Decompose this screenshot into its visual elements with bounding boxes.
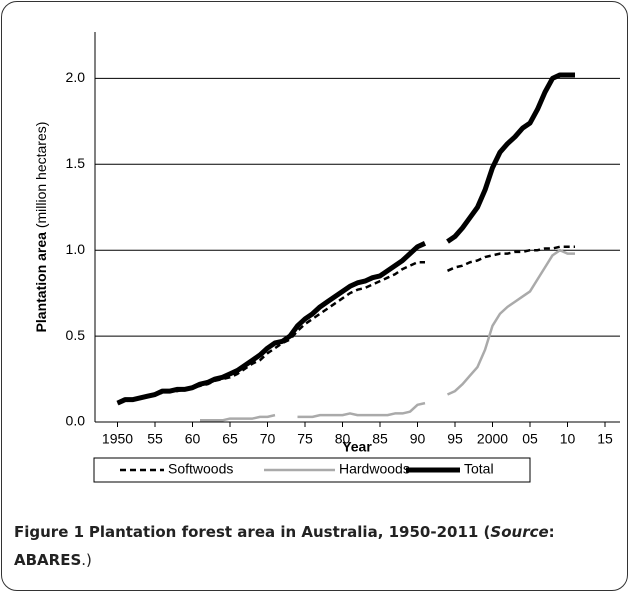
y-tick-label: 1.0 [66,241,86,257]
x-tick-label: 15 [597,431,613,447]
x-axis-label: Year [342,439,372,455]
x-tick-label: 95 [447,431,463,447]
caption-text: Plantation forest area in Australia, 195… [88,523,491,541]
y-axis-label: Plantation area (million hectares) [33,122,49,333]
x-tick-label: 85 [372,431,388,447]
series-line [117,245,575,405]
series-line [116,72,575,406]
x-tick-label: 2000 [477,431,508,447]
caption-label: Figure 1 [14,523,85,541]
y-tick-label: 0.0 [66,413,86,429]
caption-colon: : [548,523,555,541]
x-tick-label: 60 [185,431,201,447]
x-tick-label: 1950 [102,431,133,447]
x-tick-label: 90 [410,431,426,447]
y-tick-label: 2.0 [66,69,86,85]
legend-label: Hardwoods [339,461,410,477]
x-tick-label: 05 [522,431,538,447]
y-tick-label: 0.5 [66,327,86,343]
caption-end: .) [81,551,92,569]
y-tick-label: 1.5 [66,155,86,171]
chart: Plantation area (million hectares) Year … [33,32,620,483]
caption: Figure 1 Plantation forest area in Austr… [14,518,614,574]
x-tick-label: 70 [260,431,276,447]
x-tick-label: 10 [560,431,576,447]
caption-source: ABARES [14,551,82,569]
y-label-main: Plantation area [33,232,49,333]
y-label-unit: (million hectares) [33,122,49,229]
caption-source-word: Source [490,523,549,541]
x-tick-label: 65 [222,431,238,447]
x-tick-label: 80 [335,431,351,447]
legend-label: Total [464,461,494,477]
x-tick-label: 55 [147,431,163,447]
x-tick-label: 75 [297,431,313,447]
series-line [200,248,575,422]
legend-label: Softwoods [168,461,233,477]
